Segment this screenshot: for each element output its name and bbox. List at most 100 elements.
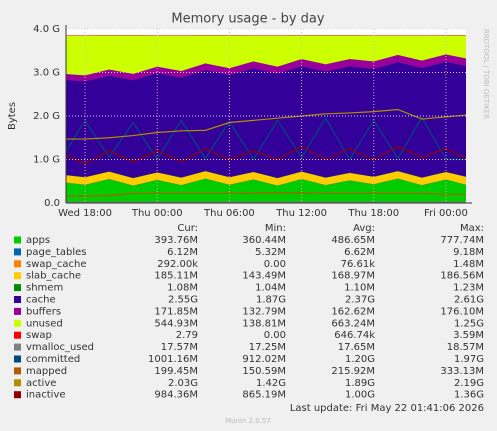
legend-header: Max:: [460, 223, 484, 234]
legend-stat: 1.04M: [255, 283, 286, 294]
y-tick-label: 3.0 G: [33, 68, 60, 79]
legend-stat: 1.10M: [344, 283, 375, 294]
legend-stat: 185.11M: [154, 271, 198, 282]
legend-label: shmem: [26, 283, 63, 294]
legend-stat: 393.76M: [154, 235, 198, 246]
legend-label: active: [26, 378, 56, 389]
legend-stat: 171.85M: [154, 306, 198, 317]
legend-stat: 984.36M: [154, 390, 198, 401]
legend-swatch: [14, 260, 21, 268]
x-tick-label: Fri 00:00: [424, 208, 468, 219]
legend-stat: 777.74M: [440, 235, 484, 246]
legend-stat: 176.10M: [440, 306, 484, 317]
legend-stat: 2.37G: [345, 295, 375, 306]
legend-stat: 2.03G: [168, 378, 198, 389]
legend-stat: 1.25G: [454, 318, 484, 329]
last-update: Last update: Fri May 22 01:41:06 2026: [290, 403, 484, 414]
legend-stat: 2.61G: [454, 295, 484, 306]
axes: 0.0 1.0 G 2.0 G 3.0 G 4.0 G Wed 18:00 Thu 00:0…: [33, 24, 472, 219]
legend-label: inactive: [26, 390, 66, 401]
legend-swatch: [14, 236, 21, 244]
line: [66, 116, 466, 161]
legend-swatch: [14, 248, 21, 256]
legend-label: buffers: [26, 306, 61, 317]
legend-stat: 1.00G: [345, 390, 375, 401]
legend-swatch: [14, 391, 21, 399]
legend-stat: 17.25M: [249, 342, 286, 353]
legend-swatch: [14, 272, 21, 280]
legend-stat: 1.87G: [256, 295, 286, 306]
legend-stat: 486.65M: [331, 235, 375, 246]
legend-stat: 138.81M: [242, 318, 286, 329]
line: [66, 108, 466, 140]
legend-swatch: [14, 331, 21, 339]
legend-swatch: [14, 296, 21, 303]
legend-stat: 6.12M: [167, 247, 198, 258]
legend-stat: 663.24M: [331, 318, 375, 329]
legend-swatch: [14, 319, 21, 327]
y-tick-label: 1.0 G: [33, 155, 60, 166]
x-tick-label: Thu 18:00: [347, 208, 399, 219]
chart-title: Memory usage - by day: [171, 12, 324, 27]
legend-stat: 5.32M: [255, 247, 286, 258]
legend-stat: 9.18M: [453, 247, 484, 258]
x-tick-label: Wed 18:00: [58, 208, 112, 219]
legend-stat: 186.56M: [440, 271, 484, 282]
legend-stat: 162.62M: [331, 306, 375, 317]
legend-stat: 215.92M: [331, 366, 375, 377]
footer: Munin 2.0.57: [225, 417, 271, 425]
legend-stat: 544.93M: [154, 318, 198, 329]
legend-stat: 360.44M: [242, 235, 286, 246]
legend-stat: 1.89G: [345, 378, 375, 389]
legend-label: mapped: [26, 366, 67, 377]
legend-stat: 168.97M: [331, 271, 375, 282]
legend-stat: 2.79: [176, 330, 198, 341]
legend-stat: 2.19G: [454, 378, 484, 389]
legend-swatch: [14, 367, 21, 375]
legend-stat: 3.59M: [453, 330, 484, 341]
legend-stat: 132.79M: [242, 306, 286, 317]
legend-stat: 865.19M: [242, 390, 286, 401]
plot: [66, 35, 466, 203]
legend-swatch: [14, 379, 21, 387]
legend-stat: 6.62M: [344, 247, 375, 258]
x-tick-label: Thu 06:00: [203, 208, 255, 219]
legend-label: cache: [26, 295, 56, 306]
legend-stat: 143.49M: [242, 271, 286, 282]
legend-label: vmalloc_used: [26, 342, 94, 353]
legend-stat: 150.59M: [242, 366, 286, 377]
legend-header: Min:: [265, 223, 286, 234]
legend-stat: 18.57M: [447, 342, 484, 353]
legend-label: committed: [26, 354, 80, 365]
legend-header: Cur:: [177, 223, 198, 234]
legend-swatch: [14, 355, 21, 363]
x-tick-label: Thu 00:00: [131, 208, 183, 219]
y-axis-label: Bytes: [7, 102, 18, 130]
x-tick-label: Thu 12:00: [275, 208, 327, 219]
legend-label: swap: [26, 330, 52, 341]
legend-stat: 1.42G: [256, 378, 286, 389]
legend-stat: 199.45M: [154, 366, 198, 377]
legend-stat: 912.02M: [242, 354, 286, 365]
y-tick-label: 2.0 G: [33, 111, 60, 122]
legend-stat: 1.97G: [454, 354, 484, 365]
legend-stat: 1.20G: [345, 354, 375, 365]
legend-stat: 1.48M: [453, 259, 484, 270]
legend-swatch: [14, 284, 21, 292]
legend-stat: 646.74k: [334, 330, 375, 341]
legend-stat: 2.55G: [168, 295, 198, 306]
legend-stat: 17.65M: [338, 342, 375, 353]
legend-header: Avg:: [353, 223, 375, 234]
legend-stat: 1.36G: [454, 390, 484, 401]
legend-stat: 76.61k: [341, 259, 376, 270]
legend-label: apps: [26, 235, 50, 246]
side-label: RRDTOOL / TOBI OETIKER: [482, 29, 490, 119]
legend-stat: 333.13M: [440, 366, 484, 377]
legend-label: page_tables: [26, 247, 87, 258]
legend-stat: 17.57M: [161, 342, 198, 353]
legend-stat: 1001.16M: [148, 354, 198, 365]
legend-swatch: [14, 343, 21, 351]
legend-label: slab_cache: [26, 271, 81, 282]
legend-swatch: [14, 307, 21, 315]
